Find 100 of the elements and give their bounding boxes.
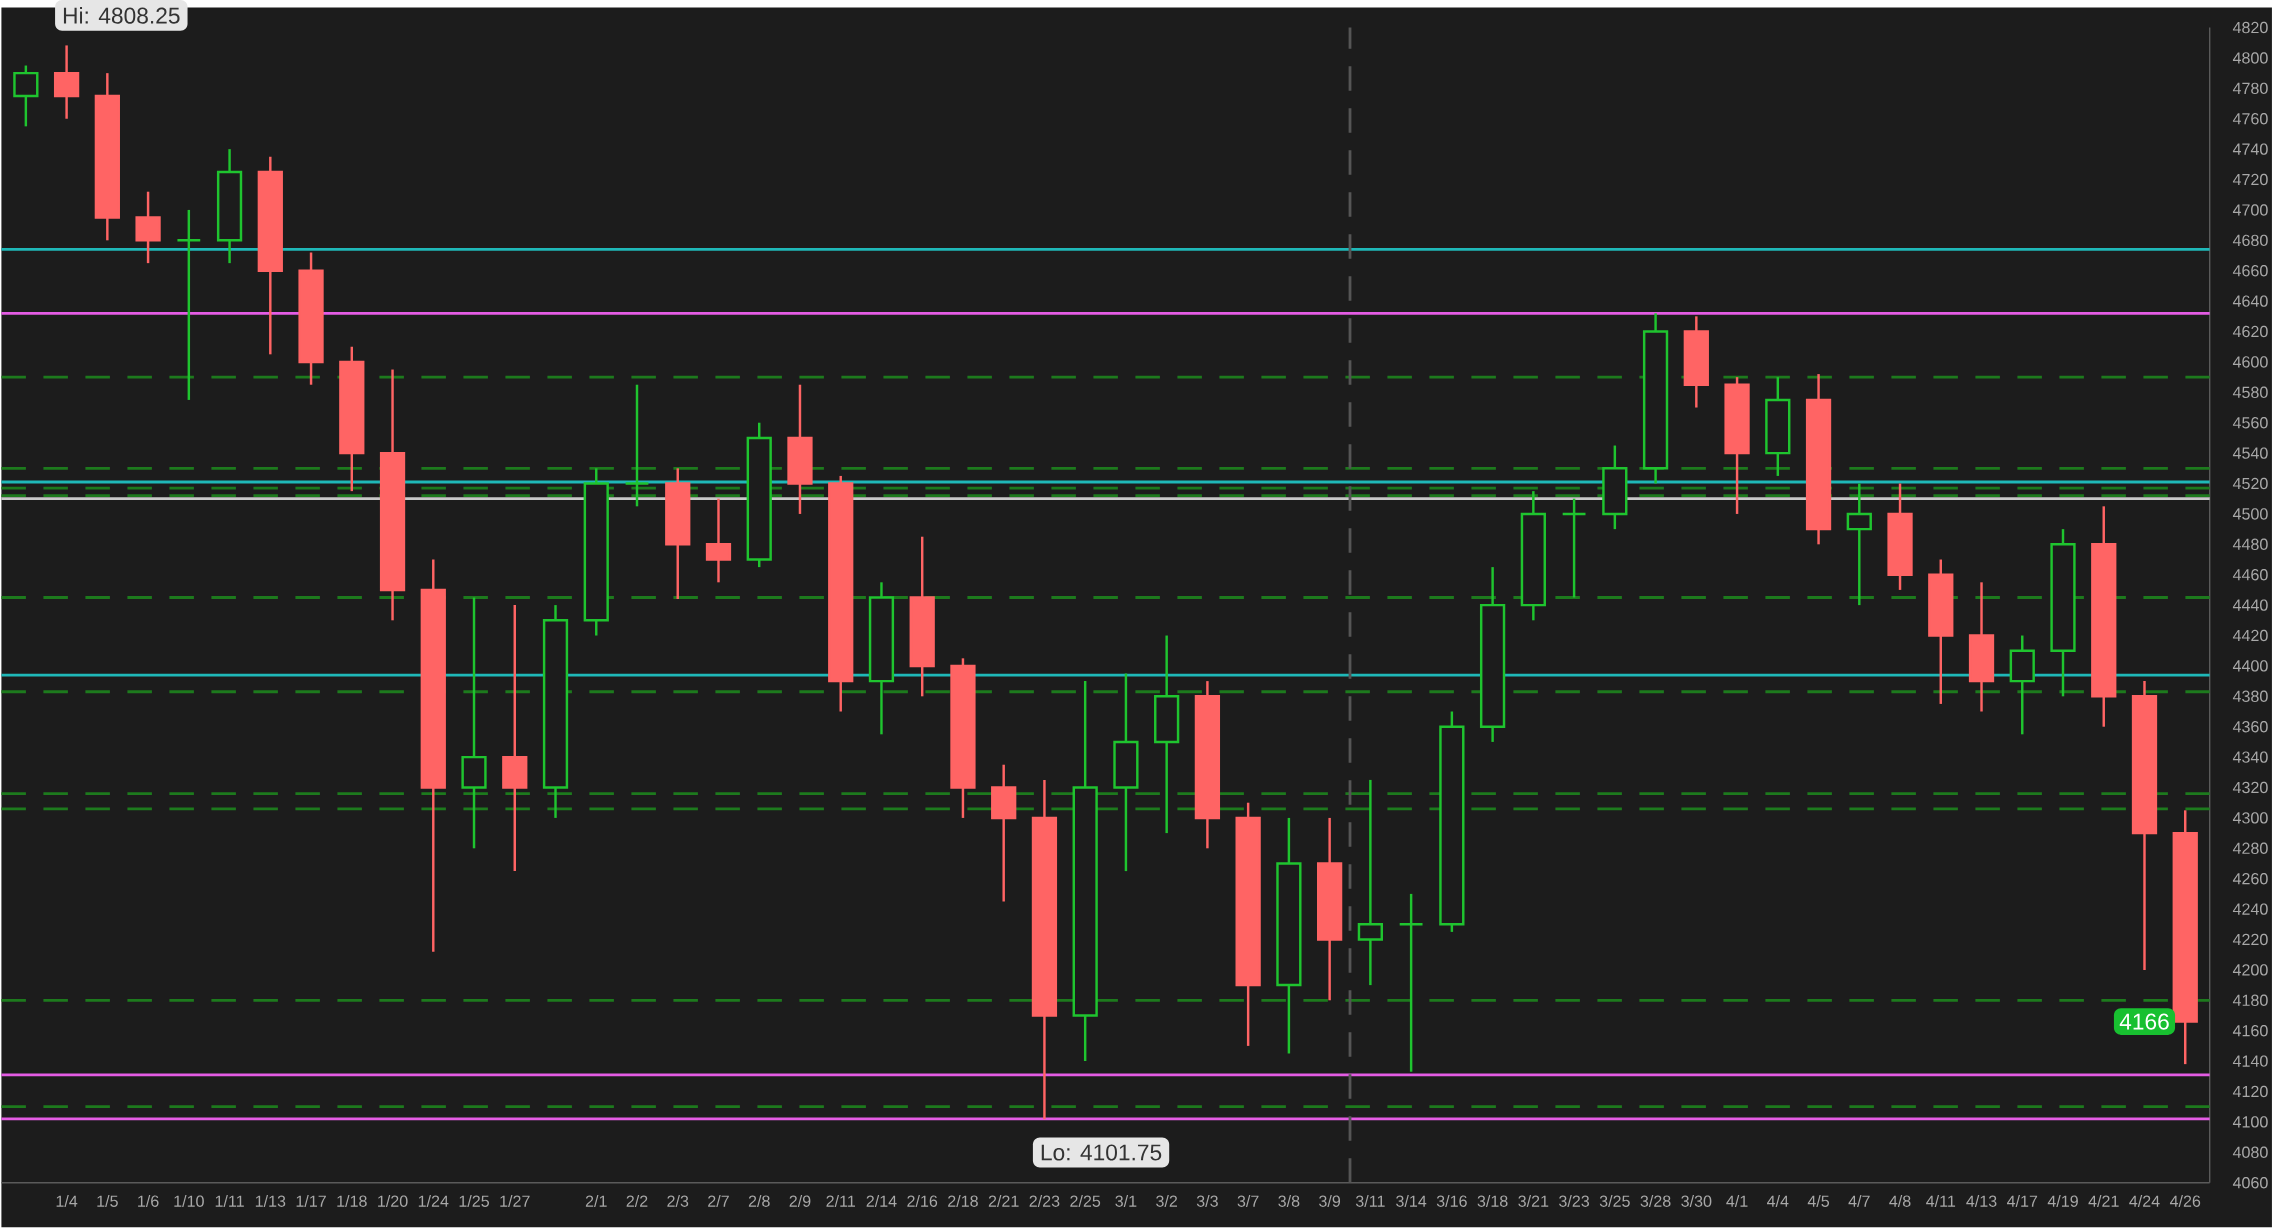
x-tick-label: 3/21 — [1518, 1195, 1549, 1208]
x-tick-label: 1/25 — [459, 1195, 490, 1208]
x-tick-label: 1/13 — [255, 1195, 286, 1208]
x-tick-label: 1/4 — [56, 1195, 78, 1208]
x-tick-label: 2/1 — [585, 1195, 607, 1208]
y-tick-label: 4720 — [2232, 174, 2268, 186]
x-tick-label: 4/8 — [1889, 1195, 1911, 1208]
x-tick-label: 3/23 — [1559, 1195, 1590, 1208]
x-tick-label: 1/11 — [215, 1195, 244, 1208]
x-tick-label: 1/10 — [174, 1195, 204, 1208]
y-tick-label: 4280 — [2232, 842, 2268, 855]
y-tick-label: 4100 — [2232, 1116, 2268, 1128]
annotation: Hi: 4808.25 — [63, 7, 180, 24]
y-tick-label: 4120 — [2232, 1086, 2268, 1098]
x-tick-label: 4/5 — [1807, 1195, 1830, 1208]
x-tick-label: 3/14 — [1396, 1195, 1427, 1208]
y-tick-label: 4760 — [2232, 113, 2268, 125]
candlestick — [135, 190, 161, 265]
y-tick-label: 4260 — [2232, 873, 2268, 885]
y-tick-label: 4140 — [2232, 1055, 2268, 1068]
y-tick-label: 4480 — [2232, 538, 2268, 551]
x-tick-label: 1/20 — [378, 1195, 408, 1208]
x-tick-label: 3/18 — [1477, 1195, 1508, 1208]
x-tick-label: 1/17 — [296, 1195, 326, 1208]
x-tick-label: 2/3 — [667, 1195, 689, 1208]
candlestick — [502, 604, 528, 873]
x-tick-label: 2/23 — [1029, 1195, 1060, 1208]
y-tick-label: 4680 — [2232, 234, 2268, 247]
y-tick-label: 4740 — [2232, 143, 2268, 156]
y-tick-label: 4060 — [2232, 1177, 2268, 1189]
annotation: Lo: 4101.75 — [1041, 1144, 1162, 1161]
y-tick-label: 4600 — [2232, 356, 2268, 368]
y-tick-label: 4440 — [2232, 599, 2268, 612]
x-tick-label: 1/6 — [138, 1195, 159, 1208]
x-tick-label: 2/11 — [826, 1195, 856, 1208]
x-tick-label: 4/7 — [1848, 1195, 1870, 1208]
y-tick-label: 4520 — [2232, 478, 2268, 490]
x-tick-label: 4/1 — [1726, 1195, 1748, 1208]
x-tick-label: 2/18 — [948, 1195, 978, 1208]
x-tick-label: 4/13 — [1966, 1195, 1997, 1208]
candlestick — [624, 383, 650, 508]
candlestick — [53, 44, 80, 121]
candlestick — [1561, 497, 1587, 599]
y-tick-label: 4340 — [2232, 751, 2268, 764]
x-tick-label: 3/16 — [1436, 1195, 1467, 1208]
y-tick-label: 4780 — [2232, 82, 2268, 95]
y-tick-label: 4240 — [2232, 903, 2268, 916]
y-tick-label: 4500 — [2232, 508, 2268, 520]
x-tick-label: 2/8 — [748, 1195, 770, 1208]
x-tick-label: 4/11 — [1926, 1195, 1956, 1208]
y-tick-label: 4380 — [2232, 690, 2268, 703]
x-tick-label: 1/27 — [500, 1195, 530, 1208]
candlestick — [1846, 482, 1872, 607]
x-tick-label: 2/25 — [1070, 1195, 1101, 1208]
y-tick-label: 4640 — [2232, 295, 2268, 308]
candlestick — [1398, 892, 1424, 1074]
x-tick-label: 2/21 — [988, 1195, 1019, 1208]
y-tick-label: 4080 — [2232, 1146, 2268, 1159]
x-tick-label: 2/7 — [708, 1195, 729, 1208]
candlestick — [176, 208, 202, 402]
x-tick-label: 2/9 — [789, 1195, 811, 1208]
x-tick-label: 3/9 — [1319, 1195, 1341, 1208]
y-tick-label: 4820 — [2232, 22, 2268, 34]
x-tick-label: 2/2 — [626, 1195, 648, 1208]
y-tick-label: 4360 — [2232, 721, 2268, 733]
y-tick-label: 4620 — [2232, 326, 2268, 338]
candlestick — [13, 64, 39, 128]
x-tick-label: 3/28 — [1640, 1195, 1671, 1208]
x-tick-label: 3/2 — [1156, 1195, 1178, 1208]
x-tick-label: 4/21 — [2088, 1195, 2119, 1208]
x-tick-label: 3/8 — [1278, 1195, 1300, 1208]
x-tick-label: 4/26 — [2169, 1195, 2201, 1208]
x-tick-label: 4/17 — [2006, 1195, 2038, 1208]
annotation: 4166 — [2119, 1013, 2169, 1030]
x-tick-label: 1/18 — [337, 1195, 367, 1208]
candlestick — [705, 497, 732, 584]
y-tick-label: 4660 — [2232, 265, 2268, 277]
x-tick-label: 2/16 — [907, 1195, 938, 1208]
y-tick-label: 4300 — [2232, 812, 2268, 824]
x-tick-label: 4/24 — [2129, 1195, 2160, 1208]
candlestick — [1357, 778, 1384, 987]
x-tick-label: 3/25 — [1599, 1195, 1630, 1208]
x-tick-label: 1/5 — [97, 1195, 118, 1208]
y-tick-label: 4160 — [2232, 1025, 2268, 1037]
y-tick-label: 4180 — [2232, 994, 2268, 1007]
y-tick-label: 4320 — [2232, 782, 2268, 794]
y-tick-label: 4200 — [2232, 964, 2268, 976]
x-tick-label: 3/30 — [1681, 1195, 1712, 1208]
y-tick-label: 4400 — [2232, 660, 2268, 672]
y-tick-label: 4420 — [2232, 630, 2268, 642]
x-tick-label: 3/1 — [1115, 1195, 1137, 1208]
x-tick-label: 3/11 — [1355, 1195, 1385, 1208]
x-tick-label: 4/4 — [1767, 1195, 1789, 1208]
x-tick-label: 2/14 — [866, 1195, 897, 1208]
y-tick-label: 4220 — [2232, 934, 2268, 946]
x-tick-label: 4/19 — [2047, 1195, 2078, 1208]
x-tick-label: 1/24 — [418, 1195, 449, 1208]
y-tick-label: 4800 — [2232, 52, 2268, 64]
y-tick-label: 4460 — [2232, 569, 2268, 581]
x-tick-label: 3/7 — [1237, 1195, 1259, 1208]
